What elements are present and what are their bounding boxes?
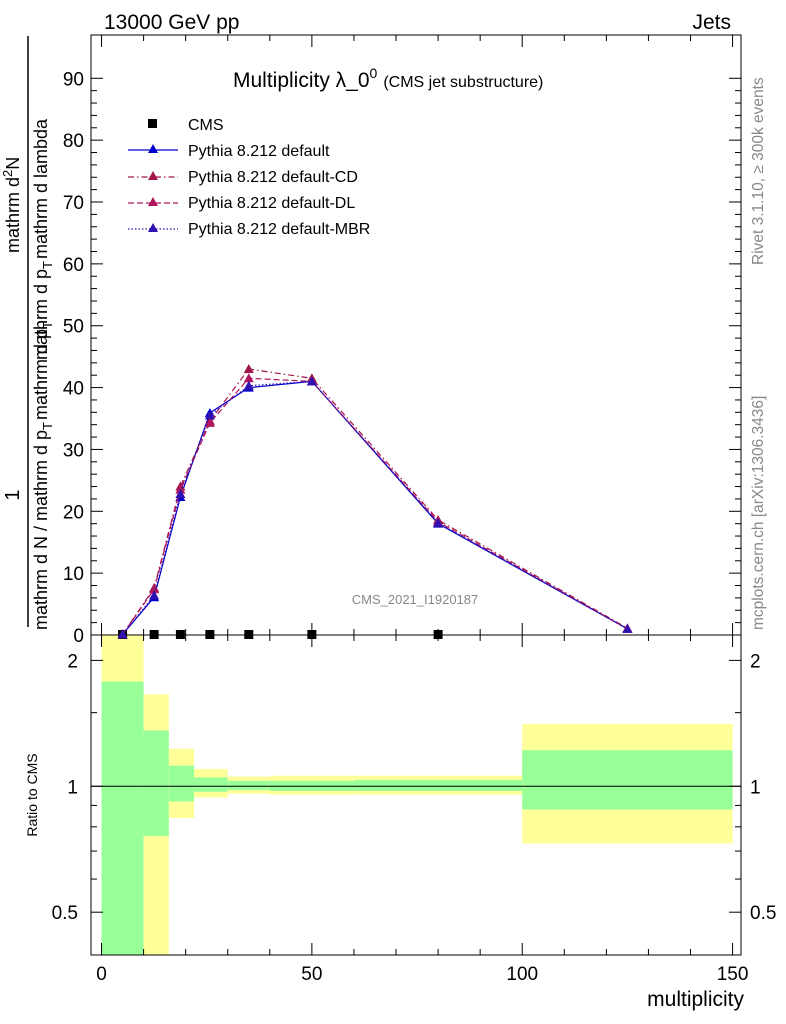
ylabel-stack-sub: T	[40, 261, 55, 269]
main-ytick-label-9: 90	[63, 69, 84, 90]
cms-data-point-6	[433, 630, 443, 639]
ylabel-denominator-sub: T	[40, 422, 55, 430]
legend-marker-cd	[148, 171, 158, 180]
cms-data-point-3	[205, 630, 215, 639]
ratio-ytick-label-left-0: 0.5	[52, 903, 78, 924]
main-ytick-label-1: 10	[63, 564, 84, 585]
legend-label-cd: Pythia 8.212 default-CD	[188, 169, 358, 186]
rivet-label: Rivet 3.1.10, ≥ 300k events	[750, 77, 767, 265]
cms-data-point-1	[149, 630, 159, 639]
ylabel-stack-tail: mathrm d lambda	[31, 118, 51, 259]
ratio-ytick-label-left-1: 1	[67, 777, 78, 798]
ylabel-numerator-sup: 2	[0, 170, 15, 177]
x-axis-label: multiplicity	[647, 988, 744, 1011]
ratio-band-inner-3	[194, 777, 228, 792]
ylabel-denominator-tail-sub: T	[40, 321, 55, 329]
ylabel-stack: mathrm d pTmathrm d lambda	[31, 118, 55, 360]
xtick-label-2: 100	[506, 964, 538, 985]
ratio-bands	[91, 635, 741, 955]
legend-label-default: Pythia 8.212 default	[188, 143, 330, 160]
series-4-point-4	[243, 380, 254, 390]
legend-label-mbr: Pythia 8.212 default-MBR	[188, 221, 370, 238]
cms-data-point-4	[244, 630, 254, 639]
legend-label-dl: Pythia 8.212 default-DL	[188, 195, 355, 212]
legend-marker-dl	[148, 197, 158, 206]
analysis-watermark: CMS_2021_I1920187	[352, 592, 479, 607]
xtick-label-1: 50	[301, 964, 322, 985]
series-3-point-1	[149, 584, 160, 594]
legend-label-cms: CMS	[188, 117, 224, 134]
series-2-point-4	[243, 364, 254, 374]
xtick-label-3: 150	[717, 964, 749, 985]
ylabel-denominator: mathrm d N / mathrm d pTmathrm d pT	[31, 321, 55, 630]
main-ytick-label-6: 60	[63, 255, 84, 276]
ratio-band-inner-2	[168, 765, 195, 802]
series-4-point-1	[149, 590, 160, 600]
legend: CMS Pythia 8.212 default Pythia 8.212 de…	[128, 117, 370, 238]
category-label: Jets	[692, 11, 731, 34]
energy-label: 13000 GeV pp	[104, 11, 239, 34]
series-line-4	[122, 380, 628, 635]
ratio-ytick-label-left-2: 2	[67, 651, 78, 672]
main-ytick-label-2: 20	[63, 502, 84, 523]
ratio-axis-ticks: 0.5 0.5 1 1 2 2 0 50 100 150	[52, 635, 776, 985]
ylabel-numerator-tail: N	[3, 157, 23, 170]
ratio-ytick-label-right-2: 2	[750, 651, 761, 672]
legend-marker-cms	[148, 119, 157, 128]
xtick-label-0: 0	[96, 964, 107, 985]
series-3-point-4	[243, 373, 254, 383]
series-4-point-0	[117, 629, 128, 639]
ratio-ytick-label-right-0: 0.5	[750, 903, 776, 924]
ylabel-denominator-tail: mathrm d p	[31, 329, 51, 420]
ylabel-one: 1	[2, 489, 24, 500]
series-layer	[117, 364, 633, 639]
series-4-point-2	[175, 488, 186, 498]
series-4-point-3	[204, 410, 215, 420]
series-4-point-7	[622, 623, 633, 633]
legend-marker-mbr	[148, 223, 158, 232]
main-ytick-label-5: 50	[63, 317, 84, 338]
ratio-plot-frame	[90, 634, 742, 956]
main-ytick-label-0: 0	[73, 626, 84, 647]
ratio-ytick-label-right-1: 1	[750, 777, 761, 798]
cms-data-point-2	[175, 630, 185, 639]
ratio-band-inner-4	[227, 780, 270, 790]
ratio-band-inner-6	[353, 780, 523, 791]
legend-marker-default	[148, 144, 158, 153]
main-ytick-label-4: 40	[63, 379, 84, 400]
main-axis-ticks: 0 10 20 30 40 50 60 70 80 90	[63, 35, 741, 647]
main-ylabel: 1 mathrm d N / mathrm d pTmathrm d pT ma…	[0, 36, 55, 630]
ratio-band-inner-7	[522, 750, 733, 810]
mcplots-label: mcplots.cern.ch [arXiv:1306.3436]	[750, 396, 767, 630]
series-4-point-5	[306, 376, 317, 386]
ratio-ylabel: Ratio to CMS	[24, 753, 40, 836]
chart-title-sub: (CMS jet substructure)	[383, 74, 543, 91]
ratio-band-inner-1	[143, 730, 169, 837]
main-ytick-label-7: 70	[63, 193, 84, 214]
main-ytick-label-8: 80	[63, 131, 84, 152]
ylabel-numerator-text: mathrm d	[3, 177, 23, 253]
main-ytick-label-3: 30	[63, 440, 84, 461]
series-3-point-3	[204, 417, 215, 427]
chart-title: Multiplicity λ_00 (CMS jet substructure)	[233, 65, 543, 92]
ylabel-numerator: mathrm d2N	[0, 157, 23, 253]
ylabel-denominator-text: mathrm d N / mathrm d p	[31, 430, 51, 630]
chart-title-main: Multiplicity λ_0	[233, 69, 370, 92]
ylabel-stack-text: mathrm d p	[31, 269, 51, 360]
chart-title-sup: 0	[370, 65, 378, 81]
ratio-band-inner-0	[101, 681, 144, 955]
series-line-3	[122, 377, 628, 635]
series-4-point-6	[433, 518, 444, 528]
cms-data-point-5	[307, 630, 317, 639]
